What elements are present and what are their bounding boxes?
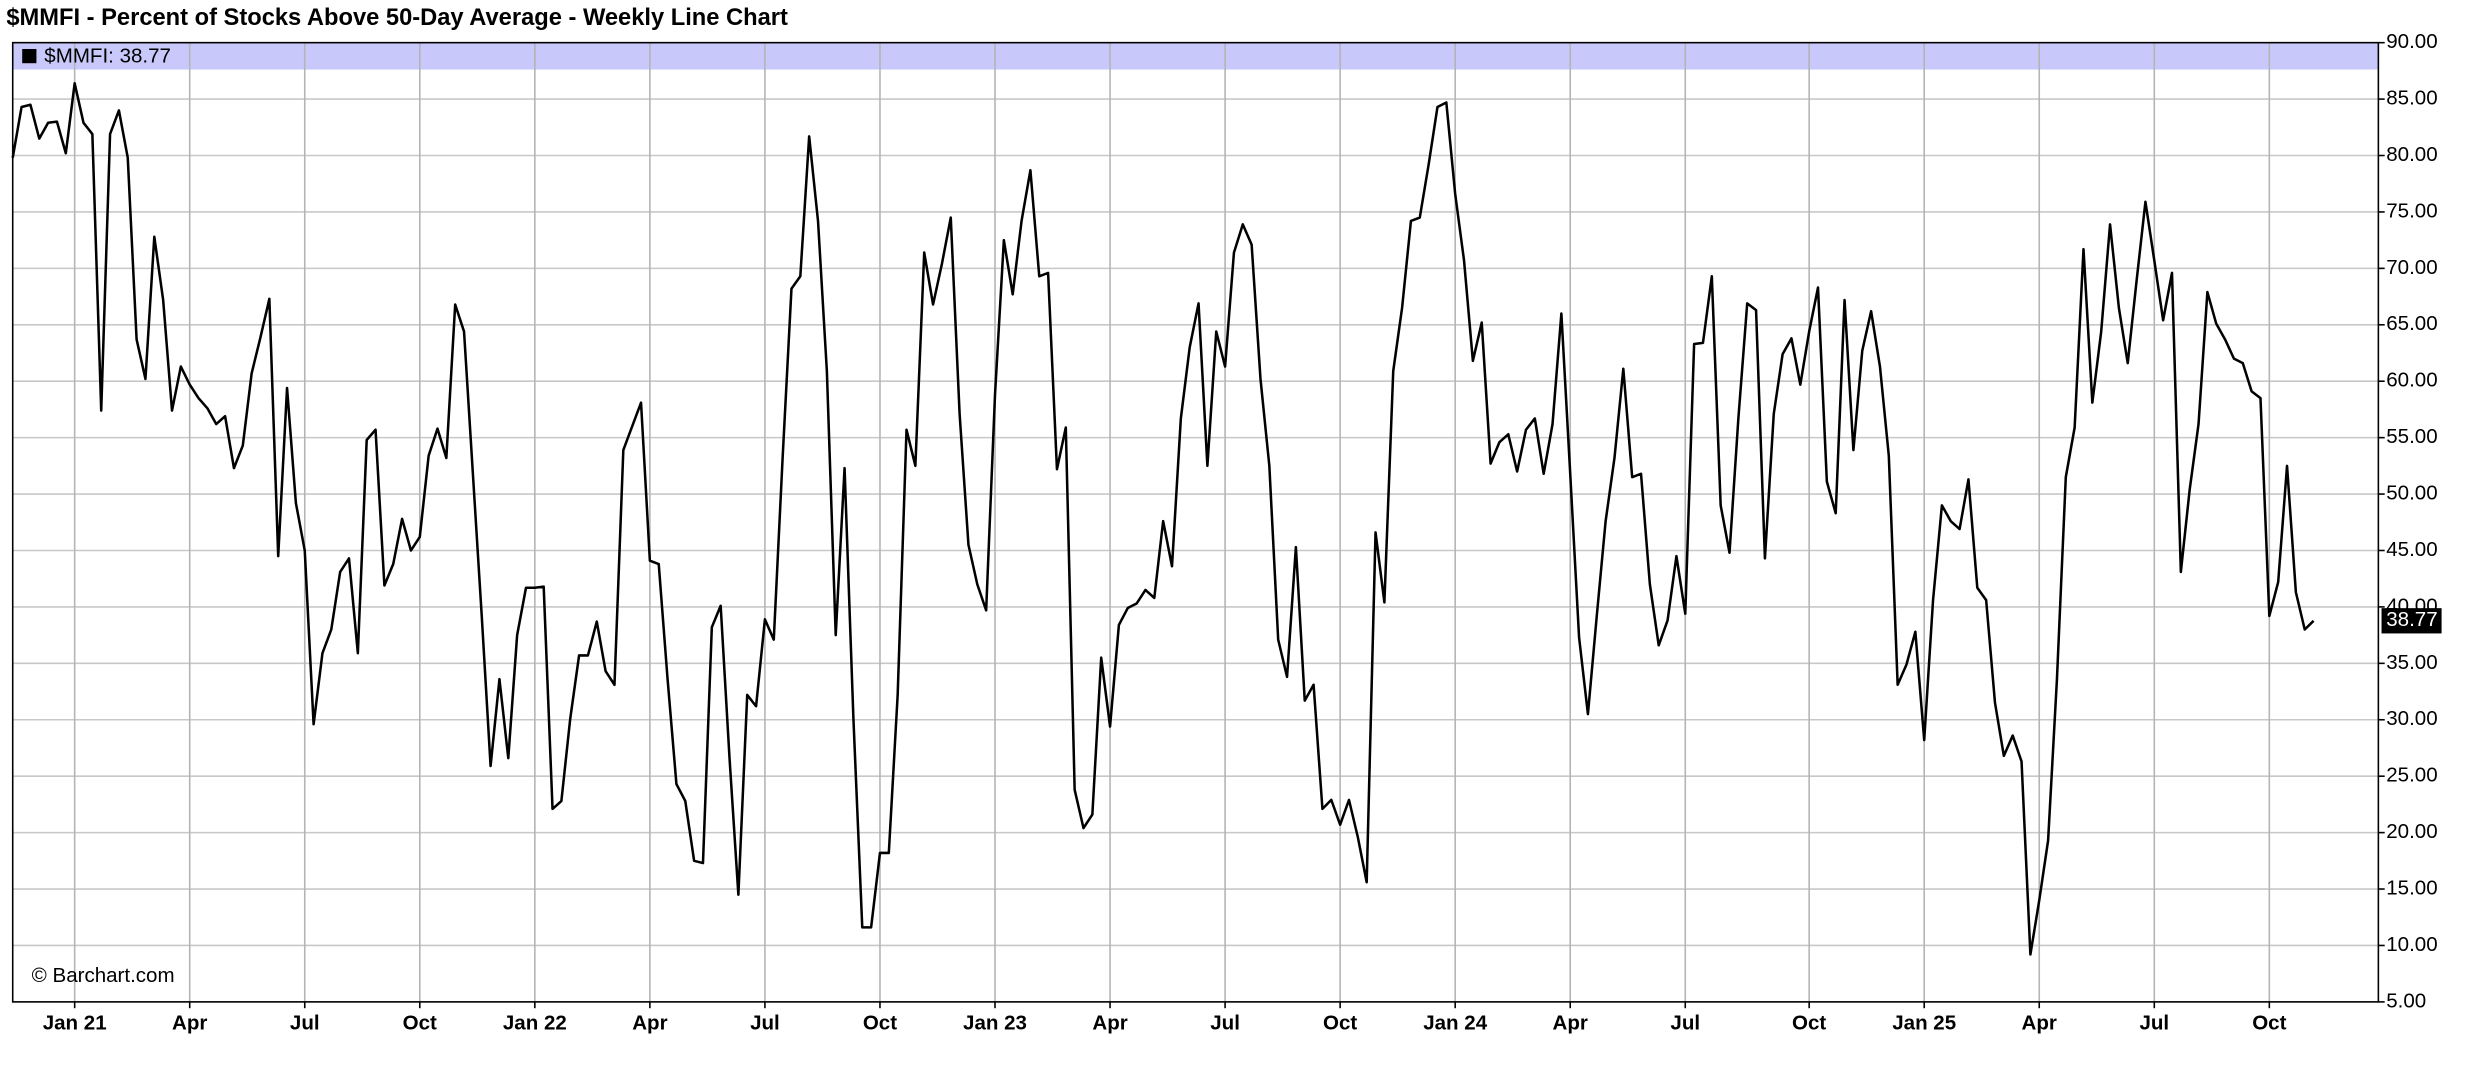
x-tick-label: Apr (1553, 1011, 1588, 1034)
x-tick-label: Oct (2252, 1011, 2286, 1034)
x-tick-label: Jan 24 (1423, 1011, 1488, 1034)
x-tick-label: Jan 22 (503, 1011, 567, 1034)
y-tick-label: 70.00 (2386, 256, 2437, 279)
x-tick-label: Jul (1670, 1011, 1700, 1034)
y-tick-label: 45.00 (2386, 538, 2437, 561)
x-tick-label: Apr (172, 1011, 207, 1034)
chart-title: $MMFI - Percent of Stocks Above 50-Day A… (6, 5, 788, 31)
y-tick-label: 30.00 (2386, 707, 2437, 730)
y-tick-label: 25.00 (2386, 764, 2437, 787)
x-tick-label: Oct (1323, 1011, 1357, 1034)
x-tick-label: Jul (750, 1011, 780, 1034)
y-tick-label: 75.00 (2386, 199, 2437, 222)
legend-label: $MMFI: 38.77 (44, 44, 171, 67)
y-tick-label: 5.00 (2386, 989, 2426, 1012)
x-tick-label: Jan 25 (1892, 1011, 1956, 1034)
y-tick-label: 55.00 (2386, 425, 2437, 448)
y-tick-label: 65.00 (2386, 312, 2437, 335)
series-line (11, 82, 2315, 956)
x-tick-label: Apr (2022, 1011, 2057, 1034)
y-tick-label: 15.00 (2386, 876, 2437, 899)
plot-border (11, 41, 2380, 1003)
y-tick-label: 35.00 (2386, 651, 2437, 674)
x-tick-label: Jul (290, 1011, 320, 1034)
x-tick-label: Jan 23 (963, 1011, 1027, 1034)
x-tick-label: Jul (1210, 1011, 1240, 1034)
x-tick-label: Apr (632, 1011, 667, 1034)
x-tick-label: Jan 21 (43, 1011, 107, 1034)
y-tick-label: 60.00 (2386, 369, 2437, 392)
y-tick-label: 20.00 (2386, 820, 2437, 843)
last-value-box (2381, 608, 2442, 634)
legend-swatch (22, 48, 37, 64)
x-tick-label: Oct (403, 1011, 437, 1034)
y-tick-label: 50.00 (2386, 481, 2437, 504)
x-tick-label: Oct (1792, 1011, 1826, 1034)
x-tick-label: Jul (2139, 1011, 2169, 1034)
credit: © Barchart.com (32, 964, 175, 987)
legend-band (12, 42, 2379, 70)
y-tick-label: 10.00 (2386, 933, 2437, 956)
y-tick-label: 85.00 (2386, 87, 2437, 110)
y-tick-label: 90.00 (2386, 30, 2437, 53)
x-tick-label: Oct (863, 1011, 897, 1034)
last-value-label: 38.77 (2386, 608, 2437, 631)
x-tick-label: Apr (1092, 1011, 1127, 1034)
y-tick-label: 80.00 (2386, 143, 2437, 166)
plot-area (12, 42, 2379, 1002)
